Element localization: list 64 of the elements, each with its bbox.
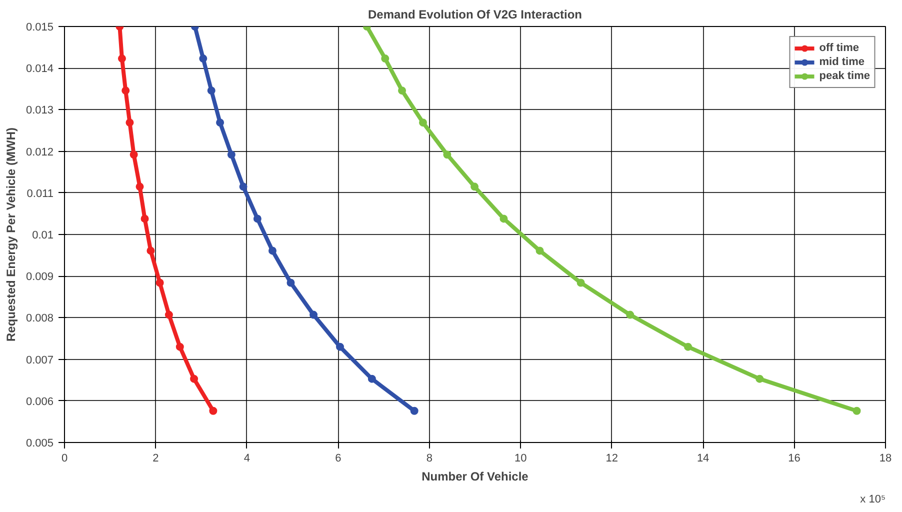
point xyxy=(207,86,216,95)
point xyxy=(118,54,126,63)
point xyxy=(140,214,149,223)
point xyxy=(626,310,634,319)
point xyxy=(156,278,164,287)
point xyxy=(470,182,479,191)
point xyxy=(136,182,144,191)
y-tick-label: 0.005 xyxy=(26,438,54,450)
y-tick-label: 0.008 xyxy=(26,312,54,325)
x-tick-label: 12 xyxy=(606,452,618,464)
point xyxy=(576,278,585,287)
point xyxy=(209,406,218,415)
point xyxy=(419,118,428,127)
point xyxy=(176,342,184,351)
x-axis-title: Number Of Vehicle xyxy=(422,470,529,484)
point xyxy=(190,374,198,383)
x-tick-label: 2 xyxy=(152,452,159,464)
y-tick-label: 0.01 xyxy=(32,230,54,242)
y-axis-title: Requested Energy Per Vehicle (MWH) xyxy=(4,127,18,342)
y-tick-label: 0.014 xyxy=(26,63,54,76)
x-tick-label: 16 xyxy=(788,452,800,464)
point xyxy=(852,406,861,415)
legend-label: mid time xyxy=(819,55,864,69)
point xyxy=(684,342,692,351)
point xyxy=(398,86,406,95)
point xyxy=(410,406,418,415)
x-tick-label: 8 xyxy=(426,452,432,464)
point xyxy=(443,150,452,159)
y-tick-label: 0.006 xyxy=(26,396,54,408)
point xyxy=(310,310,318,319)
point xyxy=(239,182,248,191)
x-tick-label: 4 xyxy=(244,452,250,464)
point xyxy=(536,246,544,255)
x-tick-label: 0 xyxy=(61,452,68,464)
y-tick-label: 0.007 xyxy=(26,354,54,366)
point xyxy=(164,310,173,319)
point xyxy=(381,54,390,63)
point xyxy=(130,150,138,159)
y-tick-label: 0.015 xyxy=(26,22,54,34)
point xyxy=(756,374,764,383)
x-tick-label: 6 xyxy=(335,452,342,464)
point xyxy=(253,214,262,223)
point xyxy=(146,246,155,255)
point xyxy=(286,278,295,287)
point xyxy=(368,374,376,383)
y-tick-label: 0.013 xyxy=(26,104,54,117)
y-tick-label: 0.012 xyxy=(26,146,54,158)
text: x 10⁵ xyxy=(860,494,886,506)
point xyxy=(500,214,508,223)
point xyxy=(199,54,208,63)
point xyxy=(216,118,224,127)
point xyxy=(268,246,276,255)
point xyxy=(227,150,236,159)
point xyxy=(122,86,130,95)
x-tick-label: 18 xyxy=(879,452,892,464)
y-tick-label: 0.011 xyxy=(26,188,54,200)
x-tick-label: 10 xyxy=(514,452,527,464)
x-tick-label: 14 xyxy=(696,452,710,464)
point xyxy=(126,118,134,127)
point xyxy=(336,342,344,351)
legend-label: peak time xyxy=(819,69,870,83)
y-tick-label: 0.009 xyxy=(26,271,54,284)
chart-title: Demand Evolution Of V2G Interaction xyxy=(368,8,582,22)
legend-label: off time xyxy=(819,41,859,55)
